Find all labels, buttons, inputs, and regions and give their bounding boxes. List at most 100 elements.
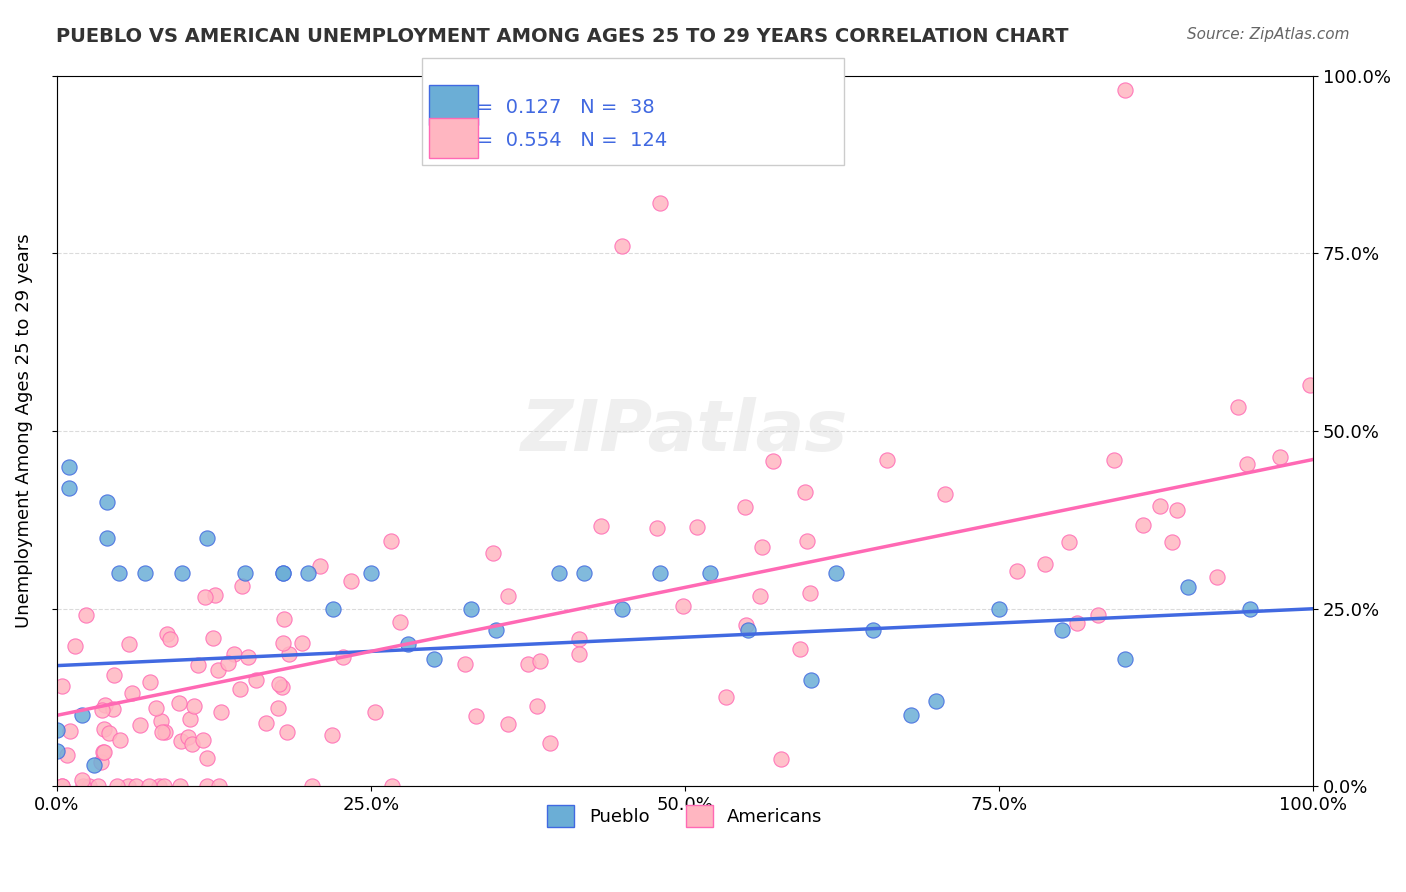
Point bbox=[271, 566, 294, 581]
Point bbox=[789, 641, 811, 656]
Point bbox=[83, 758, 105, 772]
Point bbox=[800, 673, 823, 687]
Point bbox=[645, 521, 668, 535]
Point bbox=[191, 733, 214, 747]
Point bbox=[1227, 400, 1250, 414]
Point bbox=[231, 579, 253, 593]
Point bbox=[271, 566, 294, 581]
Point bbox=[138, 780, 160, 794]
Point bbox=[1299, 378, 1322, 392]
Point bbox=[108, 566, 131, 581]
Point bbox=[1166, 502, 1188, 516]
Point bbox=[93, 722, 115, 736]
Point bbox=[150, 725, 173, 739]
Point bbox=[72, 772, 94, 787]
Point bbox=[51, 679, 73, 693]
Point bbox=[1114, 83, 1136, 97]
Point bbox=[482, 546, 505, 560]
Point bbox=[105, 780, 128, 794]
Point bbox=[297, 566, 319, 581]
Point bbox=[363, 705, 385, 719]
Point bbox=[381, 780, 404, 794]
Point bbox=[862, 623, 884, 637]
Point bbox=[245, 673, 267, 688]
Point bbox=[169, 697, 191, 711]
Point bbox=[195, 751, 218, 765]
Point bbox=[208, 780, 231, 794]
Point bbox=[204, 588, 226, 602]
Point bbox=[799, 586, 821, 600]
Text: ZIPatlas: ZIPatlas bbox=[522, 397, 849, 466]
Point bbox=[70, 708, 93, 723]
Point bbox=[180, 737, 202, 751]
Point bbox=[485, 623, 508, 637]
Legend: Pueblo, Americans: Pueblo, Americans bbox=[540, 797, 830, 834]
Point bbox=[58, 481, 80, 495]
Text: R =  0.554   N =  124: R = 0.554 N = 124 bbox=[457, 130, 668, 150]
Point bbox=[332, 649, 354, 664]
Point bbox=[96, 531, 118, 545]
Point bbox=[900, 708, 922, 723]
Point bbox=[460, 601, 482, 615]
Point bbox=[169, 780, 191, 794]
Point bbox=[1149, 499, 1171, 513]
Point bbox=[207, 664, 229, 678]
Point bbox=[934, 487, 956, 501]
Point bbox=[322, 601, 344, 615]
Point bbox=[276, 725, 298, 739]
Point bbox=[1239, 601, 1261, 615]
Point bbox=[1102, 453, 1125, 467]
Point bbox=[699, 566, 721, 581]
Point bbox=[90, 755, 112, 769]
Point bbox=[45, 723, 67, 737]
Point bbox=[121, 686, 143, 700]
Point bbox=[749, 589, 772, 603]
Point bbox=[568, 632, 591, 646]
Point bbox=[737, 623, 759, 637]
Point bbox=[222, 647, 245, 661]
Point bbox=[91, 745, 114, 759]
Point bbox=[156, 627, 179, 641]
Point bbox=[149, 714, 172, 728]
Point bbox=[273, 636, 295, 650]
Point bbox=[526, 699, 548, 714]
Point bbox=[129, 717, 152, 731]
Point bbox=[568, 647, 591, 661]
Point bbox=[75, 607, 97, 622]
Point bbox=[159, 632, 181, 647]
Y-axis label: Unemployment Among Ages 25 to 29 years: Unemployment Among Ages 25 to 29 years bbox=[15, 234, 32, 628]
Point bbox=[170, 734, 193, 748]
Point bbox=[574, 566, 596, 581]
Point bbox=[321, 728, 343, 742]
Point bbox=[51, 780, 73, 794]
Point bbox=[273, 612, 295, 626]
Point bbox=[110, 733, 132, 747]
Point bbox=[197, 531, 219, 545]
Point bbox=[72, 780, 94, 794]
Point bbox=[65, 639, 87, 653]
Point bbox=[118, 637, 141, 651]
Point bbox=[988, 601, 1011, 615]
Point bbox=[93, 698, 115, 712]
Point bbox=[876, 453, 898, 467]
Point bbox=[1177, 581, 1199, 595]
Point bbox=[77, 780, 100, 794]
Text: R =  0.127   N =  38: R = 0.127 N = 38 bbox=[457, 97, 655, 117]
Point bbox=[751, 540, 773, 554]
Point bbox=[1236, 458, 1258, 472]
Point bbox=[97, 726, 120, 740]
Text: Source: ZipAtlas.com: Source: ZipAtlas.com bbox=[1187, 27, 1350, 42]
Point bbox=[278, 648, 301, 662]
Point bbox=[256, 715, 278, 730]
Point bbox=[794, 484, 817, 499]
Point bbox=[1035, 557, 1057, 571]
Point bbox=[155, 725, 177, 739]
Point bbox=[648, 566, 671, 581]
Point bbox=[217, 656, 239, 670]
Point bbox=[339, 574, 361, 588]
Point bbox=[301, 780, 323, 794]
Point bbox=[714, 690, 737, 704]
Point bbox=[548, 566, 571, 581]
Point bbox=[380, 533, 402, 548]
Point bbox=[1005, 564, 1028, 578]
